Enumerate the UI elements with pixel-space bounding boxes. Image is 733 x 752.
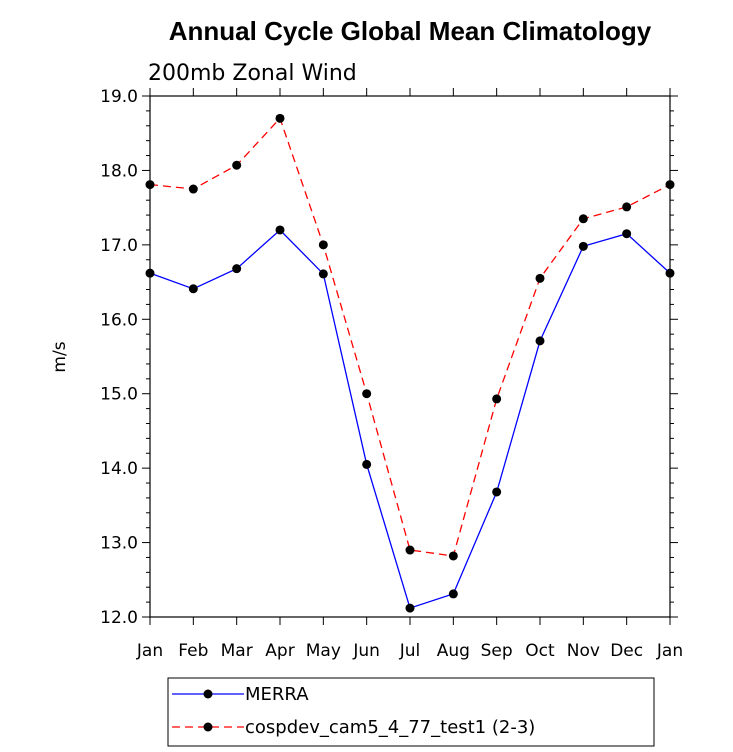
legend-frame (167, 677, 655, 747)
series-1-point (665, 180, 675, 190)
series-1-point (535, 273, 545, 283)
y-axis-label: m/s (50, 341, 70, 372)
plot-frame (149, 95, 671, 618)
series-line-1 (149, 117, 671, 557)
series-1-point (405, 545, 415, 555)
y-tick-label: 16.0 (100, 310, 138, 330)
chart-subtitle: 200mb Zonal Wind (148, 61, 357, 86)
series-0-point (232, 264, 242, 274)
series-1-point (492, 394, 502, 404)
series-1-point (318, 240, 328, 250)
series-0-point (492, 487, 502, 497)
series-0-point (665, 268, 675, 278)
series-1-point (578, 214, 588, 224)
series-0-point (405, 603, 415, 613)
x-tick-label: Oct (525, 641, 555, 661)
x-tick-label: Nov (567, 641, 600, 661)
series-0-point (145, 268, 155, 278)
legend-marker-merra (203, 689, 213, 699)
x-tick-label: Dec (610, 641, 643, 661)
series-1-point (622, 202, 632, 212)
x-tick-label: Aug (437, 641, 470, 661)
legend-label-merra: MERRA (245, 684, 309, 705)
y-tick-label: 12.0 (100, 608, 138, 628)
x-tick-label: Jan (656, 641, 683, 661)
x-tick-label: Jun (352, 641, 380, 661)
series-0-point (318, 269, 328, 279)
x-tick-label: Feb (178, 641, 208, 661)
series-1-point (188, 184, 198, 194)
y-tick-label: 14.0 (100, 459, 138, 479)
series-group (145, 113, 675, 613)
chart-title: Annual Cycle Global Mean Climatology (169, 16, 652, 46)
x-tick-label: May (306, 641, 341, 661)
legend-marker-test (203, 722, 213, 732)
series-1-point (232, 160, 242, 170)
legend-label-test: cospdev_cam5_4_77_test1 (2-3) (245, 717, 535, 738)
x-tick-label: Apr (265, 641, 294, 661)
series-0-point (535, 336, 545, 346)
axes-group: 12.0 13.0 14.0 15.0 16.0 17.0 18.0 19.0 Jan Feb Ma… (100, 87, 683, 661)
series-0-point (448, 589, 458, 599)
y-tick-label: 15.0 (100, 385, 138, 405)
y-tick-label: 18.0 (100, 161, 138, 181)
legend: MERRA cospdev_cam5_4_77_test1 (2-3) (167, 677, 655, 747)
y-tick-label: 13.0 (100, 534, 138, 554)
x-tick-label: Mar (221, 641, 253, 661)
series-1-point (362, 389, 372, 399)
y-tick-label: 19.0 (100, 87, 138, 107)
y-tick-label: 17.0 (100, 236, 138, 256)
series-0-point (622, 229, 632, 239)
series-0-point (188, 284, 198, 294)
x-tick-label: Jul (399, 641, 421, 661)
series-1-point (275, 113, 285, 123)
series-0-point (362, 459, 372, 469)
series-1-point (145, 180, 155, 190)
series-0-point (578, 241, 588, 251)
series-1-point (448, 551, 458, 561)
series-0-point (275, 225, 285, 235)
x-tick-label: Sep (481, 641, 513, 661)
x-tick-label: Jan (136, 641, 163, 661)
